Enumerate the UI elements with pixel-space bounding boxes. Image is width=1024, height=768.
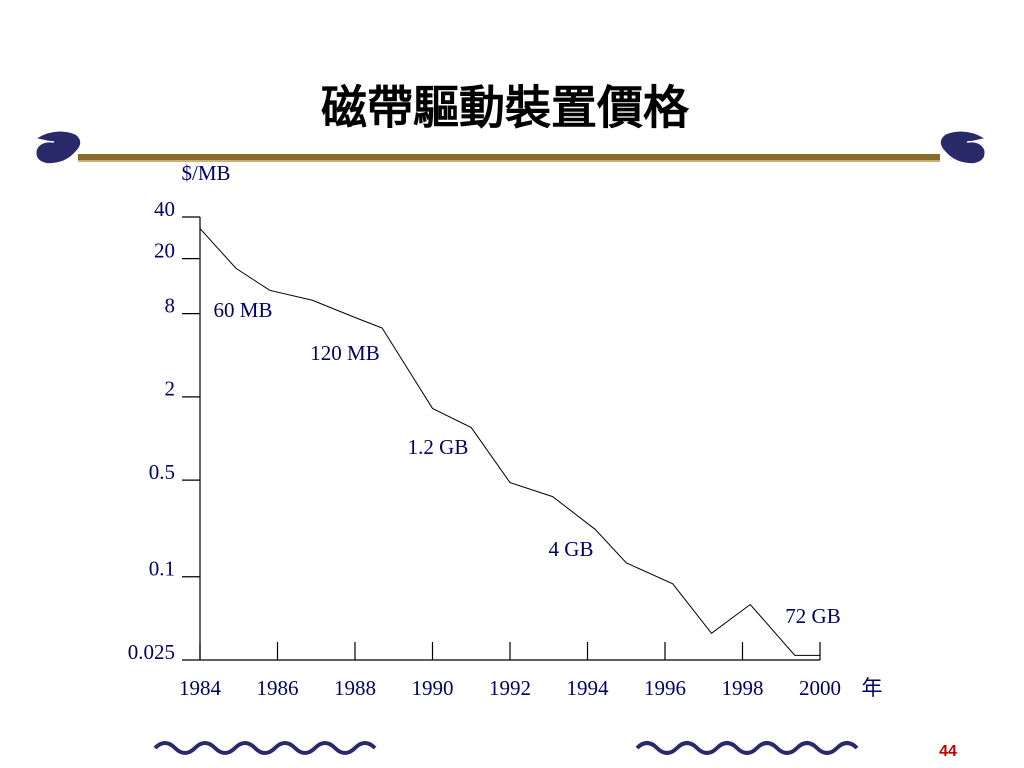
y-tick-label: 20 (154, 238, 175, 262)
capacity-label: 120 MB (310, 341, 379, 365)
y-tick-label: 8 (165, 293, 176, 317)
page-number: 44 (939, 743, 957, 760)
x-tick-label: 1998 (722, 676, 764, 700)
y-axis-label: $/MB (181, 161, 230, 185)
y-tick-label: 2 (165, 377, 176, 401)
y-tick-label: 0.5 (149, 460, 175, 484)
x-axis-label: 年 (862, 676, 883, 700)
slide-title: 磁帶驅動裝置價格 (321, 83, 690, 134)
x-tick-label: 1990 (412, 676, 454, 700)
capacity-label: 1.2 GB (408, 435, 469, 459)
header-rule (35, 130, 986, 165)
x-tick-label: 2000 (799, 676, 841, 700)
x-tick-label: 1984 (179, 676, 222, 700)
y-tick-label: 0.1 (149, 557, 175, 581)
x-tick-label: 1988 (334, 676, 376, 700)
y-tick-label: 0.025 (128, 640, 175, 664)
capacity-label: 4 GB (549, 537, 594, 561)
x-tick-label: 1992 (489, 676, 531, 700)
footer-decoration (153, 741, 859, 755)
price-line (199, 228, 820, 656)
x-tick-label: 1986 (257, 676, 299, 700)
capacity-label: 72 GB (785, 604, 840, 628)
y-tick-label: 40 (154, 197, 175, 221)
x-tick-label: 1996 (644, 676, 686, 700)
capacity-label: 60 MB (214, 298, 273, 322)
x-tick-label: 1994 (567, 676, 610, 700)
